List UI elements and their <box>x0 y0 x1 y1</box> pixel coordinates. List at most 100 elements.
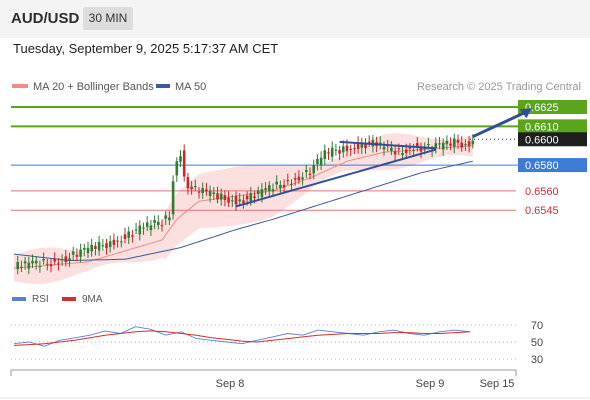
timeframe-badge[interactable]: 30 MIN <box>83 7 133 30</box>
price-level-badge <box>518 158 587 173</box>
candle-body <box>197 191 201 193</box>
candle-body <box>353 148 356 150</box>
candle-body <box>201 188 204 194</box>
candle-body <box>190 186 193 190</box>
candle-body <box>127 231 130 238</box>
candle-body <box>131 235 134 237</box>
candle-body <box>382 146 386 150</box>
candle-body <box>164 215 167 219</box>
candle-body <box>453 138 456 147</box>
candle-body <box>345 145 349 152</box>
x-tick-label: Sep 8 <box>216 378 245 390</box>
candle-body <box>449 143 452 146</box>
candle-body <box>212 192 216 195</box>
candle-body <box>97 241 101 251</box>
candle-body <box>464 144 467 146</box>
candle-body <box>279 184 282 189</box>
candle-body <box>53 258 56 262</box>
candle-body <box>260 189 264 198</box>
rsi-line <box>13 326 471 347</box>
candle-body <box>16 262 19 270</box>
legend-ma20-swatch <box>12 84 28 88</box>
candle-body <box>256 190 260 194</box>
candle-body <box>316 158 319 165</box>
candle-body <box>205 189 208 192</box>
candle-body <box>138 225 142 235</box>
candle-body <box>290 183 293 185</box>
candle-body <box>416 143 419 147</box>
candle-body <box>441 142 445 150</box>
candle-body <box>460 142 463 148</box>
candle-body <box>20 266 23 268</box>
candle-body <box>401 152 404 156</box>
candle-body <box>168 217 171 221</box>
candle-body <box>34 260 38 264</box>
rsi-tick-label: 70 <box>531 320 543 332</box>
rsi-tick-label: 30 <box>531 354 543 366</box>
candle-body <box>327 152 330 154</box>
forecast-arrow-head <box>519 108 532 119</box>
symbol-title: AUD/USD <box>11 10 80 27</box>
candle-body <box>397 148 401 150</box>
candle-body <box>330 147 334 157</box>
candle-body <box>60 259 64 261</box>
legend-ma20-label: MA 20 + Bollinger Bands <box>33 81 154 93</box>
candle-body <box>342 146 345 153</box>
candle-body <box>264 188 267 190</box>
candle-body <box>438 143 441 145</box>
candle-body <box>175 161 179 176</box>
candle-body <box>108 241 112 247</box>
candle-body <box>38 266 42 268</box>
price-level-label: 0.6580 <box>525 160 559 172</box>
ma50-line <box>13 160 473 261</box>
candle-body <box>275 181 278 185</box>
candle-body <box>71 251 75 255</box>
candle-body <box>79 249 82 257</box>
candle-body <box>412 150 415 152</box>
candle-body <box>86 247 90 253</box>
research-credit: Research © 2025 Trading Central <box>417 81 581 93</box>
candle-body <box>393 151 397 155</box>
candle-body <box>360 142 364 148</box>
candle-body <box>312 165 315 174</box>
candle-body <box>112 239 116 245</box>
current-price-label: 0.6600 <box>525 134 559 146</box>
price-level-label: 0.6625 <box>525 102 559 114</box>
candle-body <box>157 221 160 225</box>
candle-body <box>23 261 27 264</box>
candle-body <box>456 139 460 143</box>
candle-body <box>123 234 127 240</box>
candle-body <box>238 199 241 202</box>
candle-body <box>83 248 86 250</box>
candle-body <box>75 254 79 257</box>
candle-body <box>31 260 34 264</box>
price-level-badge <box>518 100 587 114</box>
x-tick-label: Sep 15 <box>480 378 515 390</box>
candle-body <box>445 140 449 145</box>
candle-body <box>367 141 371 143</box>
candle-body <box>467 141 471 147</box>
candle-body <box>46 263 49 265</box>
candle-body <box>301 177 304 180</box>
candle-body <box>42 258 45 261</box>
candle-body <box>364 143 367 149</box>
resistance-trendline <box>339 140 436 150</box>
candle-body <box>142 227 145 229</box>
candle-body <box>271 189 275 192</box>
candle-body <box>349 148 352 150</box>
candle-body <box>57 263 60 265</box>
candle-body <box>471 140 475 145</box>
candle-body <box>120 241 123 243</box>
price-level-label: 0.6545 <box>525 205 559 217</box>
candle-body <box>64 256 68 263</box>
candle-body <box>242 200 245 204</box>
candle-body <box>231 200 234 202</box>
rsi-tick-label: 50 <box>531 337 543 349</box>
rsi-9ma-line <box>13 330 471 346</box>
candle-body <box>245 195 249 200</box>
candle-body <box>305 169 308 172</box>
current-price-badge <box>518 132 587 147</box>
candle-body <box>323 150 327 159</box>
candle-body <box>68 258 71 261</box>
